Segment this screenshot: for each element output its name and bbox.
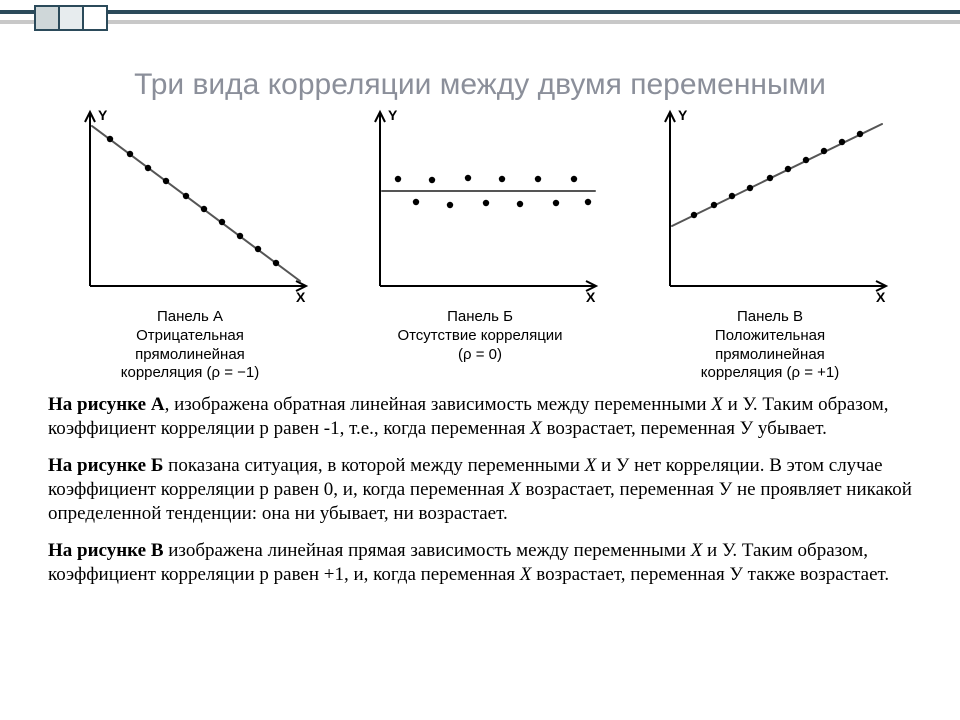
body-text: На рисунке А, изображена обратная линейн… (0, 383, 960, 587)
t-italic: Х (509, 479, 521, 500)
t: , изображена обратная линейная зависимос… (165, 394, 712, 415)
t-italic: Х (520, 564, 532, 585)
bar-dark (0, 10, 960, 14)
chart-b-caption: Панель Б Отсутствие корреляции (ρ = 0) (397, 308, 562, 364)
chart-c: YX Панель В Положительная прямолинейная … (630, 106, 910, 383)
charts-row: YX Панель А Отрицательная прямолинейная … (0, 106, 960, 383)
para-a-bold: На рисунке А (48, 394, 165, 415)
svg-text:Y: Y (388, 107, 398, 123)
chart-a: YX Панель А Отрицательная прямолинейная … (50, 106, 330, 383)
t: показана ситуация, в которой между перем… (163, 455, 584, 476)
para-c: На рисунке В изображена линейная прямая … (48, 539, 912, 588)
svg-text:X: X (586, 289, 596, 305)
caption-line: корреляция (ρ = −1) (121, 364, 259, 381)
t-italic: Х (691, 540, 703, 561)
chart-b: YX Панель Б Отсутствие корреляции (ρ = 0… (340, 106, 620, 364)
caption-line: прямолинейная (715, 346, 825, 363)
caption-line: корреляция (ρ = +1) (701, 364, 839, 381)
para-b-bold: На рисунке Б (48, 455, 163, 476)
page-title: Три вида корреляции между двумя переменн… (0, 68, 960, 102)
chart-a-caption: Панель А Отрицательная прямолинейная кор… (121, 308, 259, 383)
chart-b-svg: YX (360, 106, 600, 306)
chart-c-svg: YX (650, 106, 890, 306)
svg-text:Y: Y (678, 107, 688, 123)
svg-text:X: X (876, 289, 886, 305)
t-italic: Х (585, 455, 597, 476)
caption-panel: Панель Б (447, 308, 513, 325)
t: возрастает, переменная У также возрастае… (531, 564, 889, 585)
caption-line: (ρ = 0) (458, 346, 502, 363)
bar-light (0, 20, 960, 24)
chart-c-caption: Панель В Положительная прямолинейная кор… (701, 308, 839, 383)
caption-panel: Панель А (157, 308, 223, 325)
para-c-bold: На рисунке В (48, 540, 164, 561)
chart-a-svg: YX (70, 106, 310, 306)
para-a: На рисунке А, изображена обратная линейн… (48, 393, 912, 442)
t: изображена линейная прямая зависимость м… (164, 540, 691, 561)
t-italic: Х (530, 418, 542, 439)
para-b: На рисунке Б показана ситуация, в которо… (48, 454, 912, 527)
squares-icon (34, 5, 106, 31)
svg-text:Y: Y (98, 107, 108, 123)
caption-line: прямолинейная (135, 346, 245, 363)
caption-line: Положительная (715, 327, 825, 344)
top-decoration (0, 0, 960, 50)
caption-line: Отрицательная (136, 327, 244, 344)
svg-text:X: X (296, 289, 306, 305)
caption-panel: Панель В (737, 308, 803, 325)
t-italic: Х (711, 394, 723, 415)
t: возрастает, переменная У убывает. (542, 418, 827, 439)
caption-line: Отсутствие корреляции (397, 327, 562, 344)
